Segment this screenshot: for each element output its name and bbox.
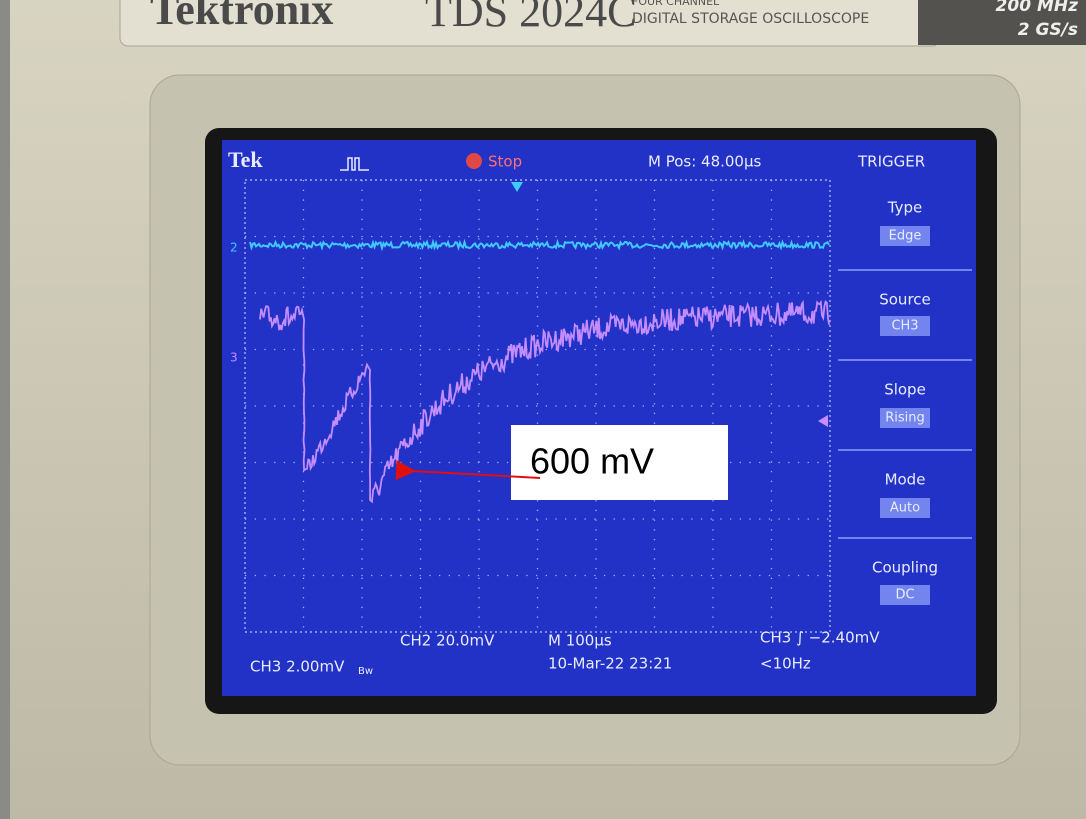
ch2-trace: [249, 238, 830, 252]
trigger-pos-marker: [511, 182, 523, 192]
menu-label: Coupling: [872, 559, 938, 577]
ch3-bw: Bw: [358, 666, 373, 677]
ch2-scale: CH2 20.0mV: [400, 632, 495, 650]
menu-value: Edge: [889, 229, 922, 244]
menu-value: Rising: [885, 411, 925, 426]
menu-value: CH3: [891, 319, 918, 334]
bandwidth: 200 MHz: [996, 0, 1079, 16]
acq-icon: [340, 157, 369, 171]
menu-value-box: [880, 408, 930, 428]
model-line: FOUR CHANNEL: [632, 0, 720, 8]
graticule-border: [244, 179, 831, 633]
annotation-box: [511, 425, 728, 500]
sample-rate: 2 GS/s: [1018, 20, 1078, 40]
annotation-arrow: [395, 460, 541, 481]
ch3-marker: 3: [230, 351, 238, 365]
waveforms: [249, 238, 831, 504]
graticule: [245, 180, 830, 632]
brand: Tektronix: [150, 0, 333, 34]
menu-value-box: [880, 498, 930, 518]
annotation: 600 mV: [530, 441, 654, 482]
ch2-marker: 2: [230, 241, 238, 255]
screen: [222, 140, 976, 696]
trigger-level-marker: [818, 415, 828, 427]
menu-value-box: [880, 226, 930, 246]
ch3-scale: CH3 2.00mV: [250, 658, 345, 676]
m-pos: M Pos: 48.00µs: [648, 153, 762, 171]
trigger-freq: <10Hz: [760, 655, 811, 673]
stop-dot: [466, 153, 482, 169]
menu-label: Source: [879, 291, 931, 309]
menu-title: TRIGGER: [857, 153, 925, 171]
trigger-level: CH3 ∫ −2.40mV: [760, 629, 880, 647]
logo: Tek: [228, 147, 263, 172]
model: TDS 2024C: [425, 0, 636, 36]
menu: Type Edge Source CH3 Slope Rising Mode Auto Coup…: [838, 199, 972, 605]
menu-label: Slope: [884, 381, 926, 399]
menu-value: DC: [895, 588, 914, 603]
model-line: DIGITAL STORAGE OSCILLOSCOPE: [632, 11, 869, 27]
menu-value-box: [880, 585, 930, 605]
timestamp: 10-Mar-22 23:21: [548, 655, 672, 673]
timebase: M 100µs: [548, 632, 612, 650]
ch3-trace: [259, 299, 831, 504]
run-state: Stop: [488, 153, 522, 171]
menu-value-box: [880, 316, 930, 336]
spec-panel: [918, 0, 1086, 45]
menu-value: Auto: [890, 501, 920, 516]
menu-label: Mode: [885, 471, 926, 489]
menu-label: Type: [887, 199, 922, 217]
